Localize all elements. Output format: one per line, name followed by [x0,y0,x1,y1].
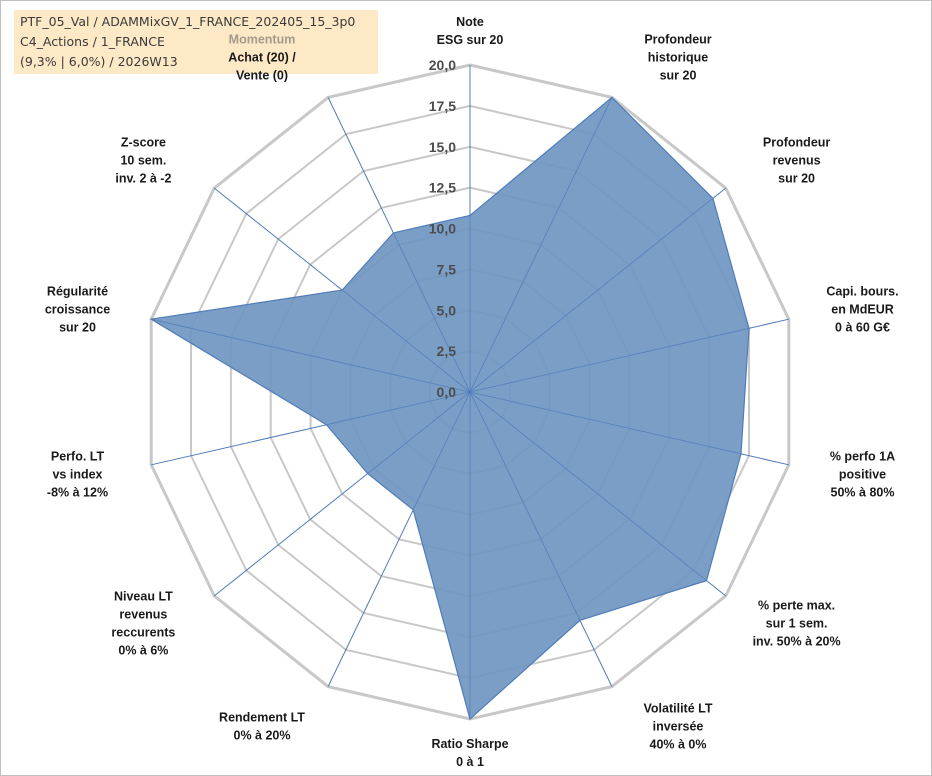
axis-label-line: 50% à 80% [831,486,895,500]
tick-label: 5,0 [437,302,457,318]
info-line-3: (9,3% | 6,0%) / 2026W13 [20,54,178,69]
axis-label-line: % perfo 1A [830,450,895,464]
portfolio-info-box: PTF_05_Val / ADAMMixGV_1_FRANCE_202405_1… [14,10,378,74]
tick-label: 2,5 [437,343,457,359]
axis-label-line: Rendement LT [219,710,305,724]
axis-label-line: Capi. bours. [826,284,898,298]
series-spoke [341,289,471,393]
axis-label-line: revenus [773,154,821,168]
axis-label-line: Vente (0) [236,69,288,83]
axis-label-line: Volatilité LT [644,701,713,715]
axis-label-line: 40% à 0% [650,737,707,751]
axis-label: Momentum Achat (20) / Vente (0) [228,33,296,83]
info-line-1: PTF_05_Val / ADAMMixGV_1_FRANCE_202405_1… [20,14,356,29]
axis-label-line: 0% à 20% [234,728,291,742]
axis-label-line: ESG sur 20 [437,33,504,47]
series-spoke [469,97,613,393]
axis-label-line: sur 20 [778,172,815,186]
series-spoke [469,197,714,393]
radar-axis-labels: Note ESG sur 20 Profondeur historique sur 20… [45,15,899,769]
axis-label-line: en MdEUR [831,302,894,316]
axis-label: Profondeur historique sur 20 [644,33,711,83]
axis-label-line: Z-score [121,136,166,150]
axis-label: Niveau LT revenus reccurents 0% à 6% [111,589,175,657]
axis-label-line: 0 à 60 G€ [835,320,890,334]
axis-label: Régularité croissance sur 20 [45,284,110,334]
series-spoke [469,327,750,393]
axis-label-line: sur 20 [59,320,96,334]
axis-label: Capi. bours. en MdEUR 0 à 60 G€ [826,284,898,334]
tick-label: 10,0 [429,221,456,237]
axis-label-line: revenus [119,607,167,621]
axis-label-line: sur 1 sem. [766,616,828,630]
axis-label-line: % perte max. [758,598,835,612]
series-spoke [469,391,742,455]
tick-label: 0,0 [437,384,457,400]
axis-label-line: -8% à 12% [47,486,108,500]
series-spoke [326,391,471,426]
axis-label: % perte max. sur 1 sem. inv. 50% à 20% [753,598,841,648]
series-spoke [469,391,707,581]
radar-series [149,96,750,721]
axis-label: Ratio Sharpe 0 à 1 [431,737,508,769]
tick-label: 7,5 [437,261,457,277]
series-spoke [412,391,471,510]
axis-label-line: inv. 50% à 20% [753,634,841,648]
axis-label-line: Momentum [229,33,296,47]
axis-label-line: 0% à 6% [118,643,168,657]
tick-label: 12,5 [429,180,456,196]
axis-label-line: positive [839,468,886,482]
axis-label-line: croissance [45,302,110,316]
series-spoke [367,391,471,474]
axis-label-line: reccurents [111,625,175,639]
axis-label-line: Perfo. LT [51,450,105,464]
axis-label-line: Profondeur [644,33,711,47]
axis-label-line: Ratio Sharpe [431,737,508,751]
axis-label: Z-score 10 sem. inv. 2 à -2 [115,136,171,186]
axis-label-line: 10 sem. [120,154,166,168]
series-spoke [469,391,581,621]
axis-label: % perfo 1A positive 50% à 80% [830,450,895,500]
tick-label: 20,0 [429,57,456,73]
axis-label: Note ESG sur 20 [437,15,504,47]
axis-label: Profondeur revenus sur 20 [763,136,830,186]
axis-label-line: inversée [653,719,704,733]
info-line-2: C4_Actions / 1_FRANCE [20,34,165,49]
axis-label-line: Achat (20) / [228,51,296,65]
axis-label-line: sur 20 [660,69,697,83]
tick-label: 15,0 [429,139,456,155]
axis-label: Rendement LT 0% à 20% [219,710,305,742]
series-spoke [151,318,471,393]
axis-label: Volatilité LT inversée 40% à 0% [644,701,713,751]
axis-label-line: Profondeur [763,136,830,150]
axis-label: Perfo. LT vs index -8% à 12% [47,450,108,500]
radar-tick-labels: 0,0 2,5 5,0 7,5 10,0 12,5 15,0 17,5 20,0 [429,57,456,400]
axis-label-line: Note [456,15,484,29]
axis-label-line: Régularité [47,284,108,298]
axis-label-line: Niveau LT [114,589,173,603]
axis-label-line: historique [648,51,708,65]
series-spoke [393,232,471,393]
axis-label-line: 0 à 1 [456,755,484,769]
axis-label-line: vs index [52,468,102,482]
tick-label: 17,5 [429,98,456,114]
axis-label-line: inv. 2 à -2 [115,172,171,186]
